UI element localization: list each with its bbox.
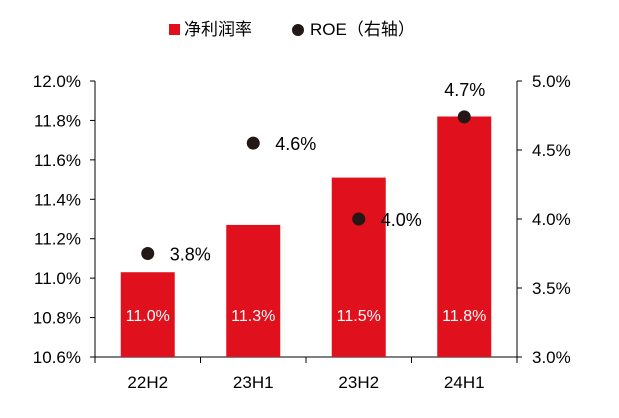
right-axis-tick-label: 3.0% xyxy=(532,348,571,367)
roe-point-23H1 xyxy=(246,136,260,150)
legend-dot-label: ROE（右轴） xyxy=(310,20,415,39)
left-axis-tick-label: 10.8% xyxy=(33,309,81,328)
roe-point-22H2 xyxy=(141,247,155,260)
left-axis-tick-label: 10.6% xyxy=(33,348,81,367)
roe-data-label: 4.6% xyxy=(275,134,316,154)
left-axis-tick-label: 12.0% xyxy=(33,72,81,91)
legend: 净利润率 ROE（右轴） xyxy=(169,20,415,39)
roe-data-label: 3.8% xyxy=(170,245,211,265)
left-axis-tick-label: 11.0% xyxy=(34,269,81,288)
bar-data-label: 11.5% xyxy=(337,308,381,325)
right-axis-tick-label: 4.0% xyxy=(532,210,571,229)
bar-23H2 xyxy=(331,177,386,357)
points: 3.8% 4.6% 4.0% 4.7% xyxy=(141,80,485,265)
x-axis-tick-label: 23H1 xyxy=(233,373,274,392)
roe-point-24H1 xyxy=(457,110,471,124)
left-axis-tick-label: 11.8% xyxy=(34,111,81,130)
x-axis-tick-label: 22H2 xyxy=(127,373,168,392)
bar-23H1 xyxy=(226,224,281,357)
bar-data-label: 11.0% xyxy=(126,308,170,325)
bars: 11.0% 11.3% 11.5% 11.8% xyxy=(120,116,492,357)
legend-bar-label: 净利润率 xyxy=(184,20,252,39)
x-axis-tick-label: 23H2 xyxy=(338,373,379,392)
axes: 10.6% 10.8% 11.0% 11.2% 11.4% 11.6% 11.8% 12.0%… xyxy=(33,72,571,392)
legend-dot-swatch xyxy=(292,24,304,36)
roe-data-label: 4.7% xyxy=(444,80,485,100)
bar-24H1 xyxy=(437,116,492,357)
left-axis-tick-label: 11.4% xyxy=(34,190,81,209)
x-axis-tick-label: 24H1 xyxy=(444,373,485,392)
roe-point-23H2 xyxy=(352,212,366,226)
legend-bar-swatch xyxy=(169,24,180,35)
right-axis-tick-label: 4.5% xyxy=(532,141,571,160)
bar-data-label: 11.3% xyxy=(231,308,275,325)
roe-data-label: 4.0% xyxy=(381,210,422,230)
right-axis-tick-label: 5.0% xyxy=(532,72,571,91)
left-axis-tick-label: 11.2% xyxy=(34,230,81,249)
right-axis-tick-label: 3.5% xyxy=(532,279,571,298)
left-axis-tick-label: 11.6% xyxy=(34,151,81,170)
bar-22H2 xyxy=(120,272,175,357)
bar-data-label: 11.8% xyxy=(442,308,486,325)
